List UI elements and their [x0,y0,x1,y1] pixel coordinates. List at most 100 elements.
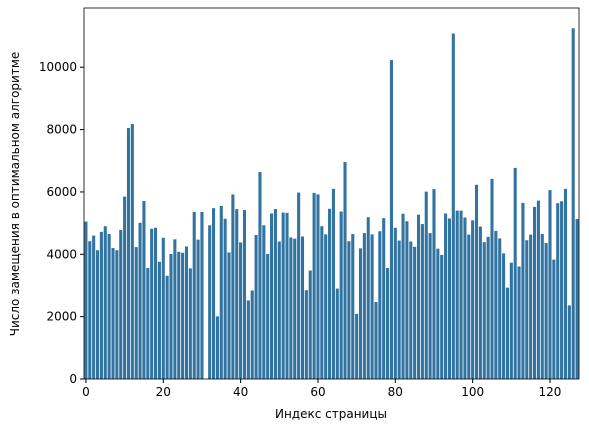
x-tick-label: 0 [82,385,90,399]
bar [111,248,115,379]
bar [281,212,285,379]
bar [312,192,316,379]
bar [331,188,335,379]
y-tick-label: 2000 [46,310,77,324]
bar [208,225,212,379]
bar [536,200,540,379]
bar [177,251,181,379]
bar [386,268,390,379]
bar [544,243,548,379]
bar [316,194,320,379]
bar [552,259,556,379]
x-axis-label: Индекс страницы [275,407,387,421]
bar [521,202,525,379]
bar [374,301,378,379]
bar [548,190,552,379]
bar [254,234,258,379]
bar [138,222,142,379]
bar [227,252,231,379]
bar [188,268,192,379]
bar [416,214,421,379]
bar [366,217,370,379]
bar [130,123,134,379]
bar [351,234,355,379]
bar [289,237,293,379]
bar [293,238,297,379]
bar [505,287,510,379]
bar [115,250,119,379]
bar [409,241,413,379]
bar [150,228,154,379]
bar [157,261,161,379]
bar [335,288,339,379]
bar [99,231,103,379]
bar [436,248,440,379]
bar [285,212,289,379]
bar [161,237,165,379]
bar [502,253,506,379]
y-axis-label: Число замещения в оптимальном алгоритме [8,52,22,337]
bar [258,171,262,379]
bar [219,205,223,379]
bar [242,210,247,379]
bar [571,28,575,379]
bar [273,209,277,379]
bar [262,225,266,379]
bar [235,209,239,379]
bar [397,240,401,379]
bar [401,213,405,379]
bar [532,206,537,379]
bar [444,213,448,379]
bar [424,191,428,379]
bar [563,188,568,379]
bar [567,305,571,379]
bar [451,33,455,380]
bar [525,240,529,379]
bar [107,234,111,379]
bar [389,60,393,380]
bar [146,268,150,379]
bar [382,218,386,379]
bar [88,241,92,379]
bar [393,227,397,379]
bar [250,290,254,379]
bar [192,211,196,379]
bar [184,246,189,379]
bar [517,266,521,379]
bar [320,226,324,379]
y-tick-label: 0 [69,372,77,386]
bar [455,210,459,379]
bar [560,201,564,379]
x-tick-label: 40 [233,385,248,399]
y-tick-label: 10000 [39,60,77,74]
bar [196,239,200,379]
x-tick-label: 100 [461,385,484,399]
bar [405,221,409,379]
bar [498,238,502,379]
y-tick-label: 6000 [46,185,77,199]
bar [153,227,158,379]
bar [339,211,343,379]
bar [300,236,305,379]
bar [494,230,498,379]
bar [297,192,301,379]
bar [428,233,432,379]
bar [270,213,274,379]
bar [231,194,235,379]
x-tick-label: 60 [310,385,325,399]
bar [413,246,417,379]
bar [420,224,424,379]
bar [266,253,270,379]
x-tick-label: 80 [388,385,403,399]
bar [463,217,467,379]
bar [324,234,328,379]
bar [212,208,216,379]
x-tick-label: 120 [539,385,562,399]
bar [343,162,347,379]
bar [478,226,482,379]
bar [459,210,463,379]
bar [119,229,123,379]
bar [239,242,243,379]
bar [358,248,363,379]
